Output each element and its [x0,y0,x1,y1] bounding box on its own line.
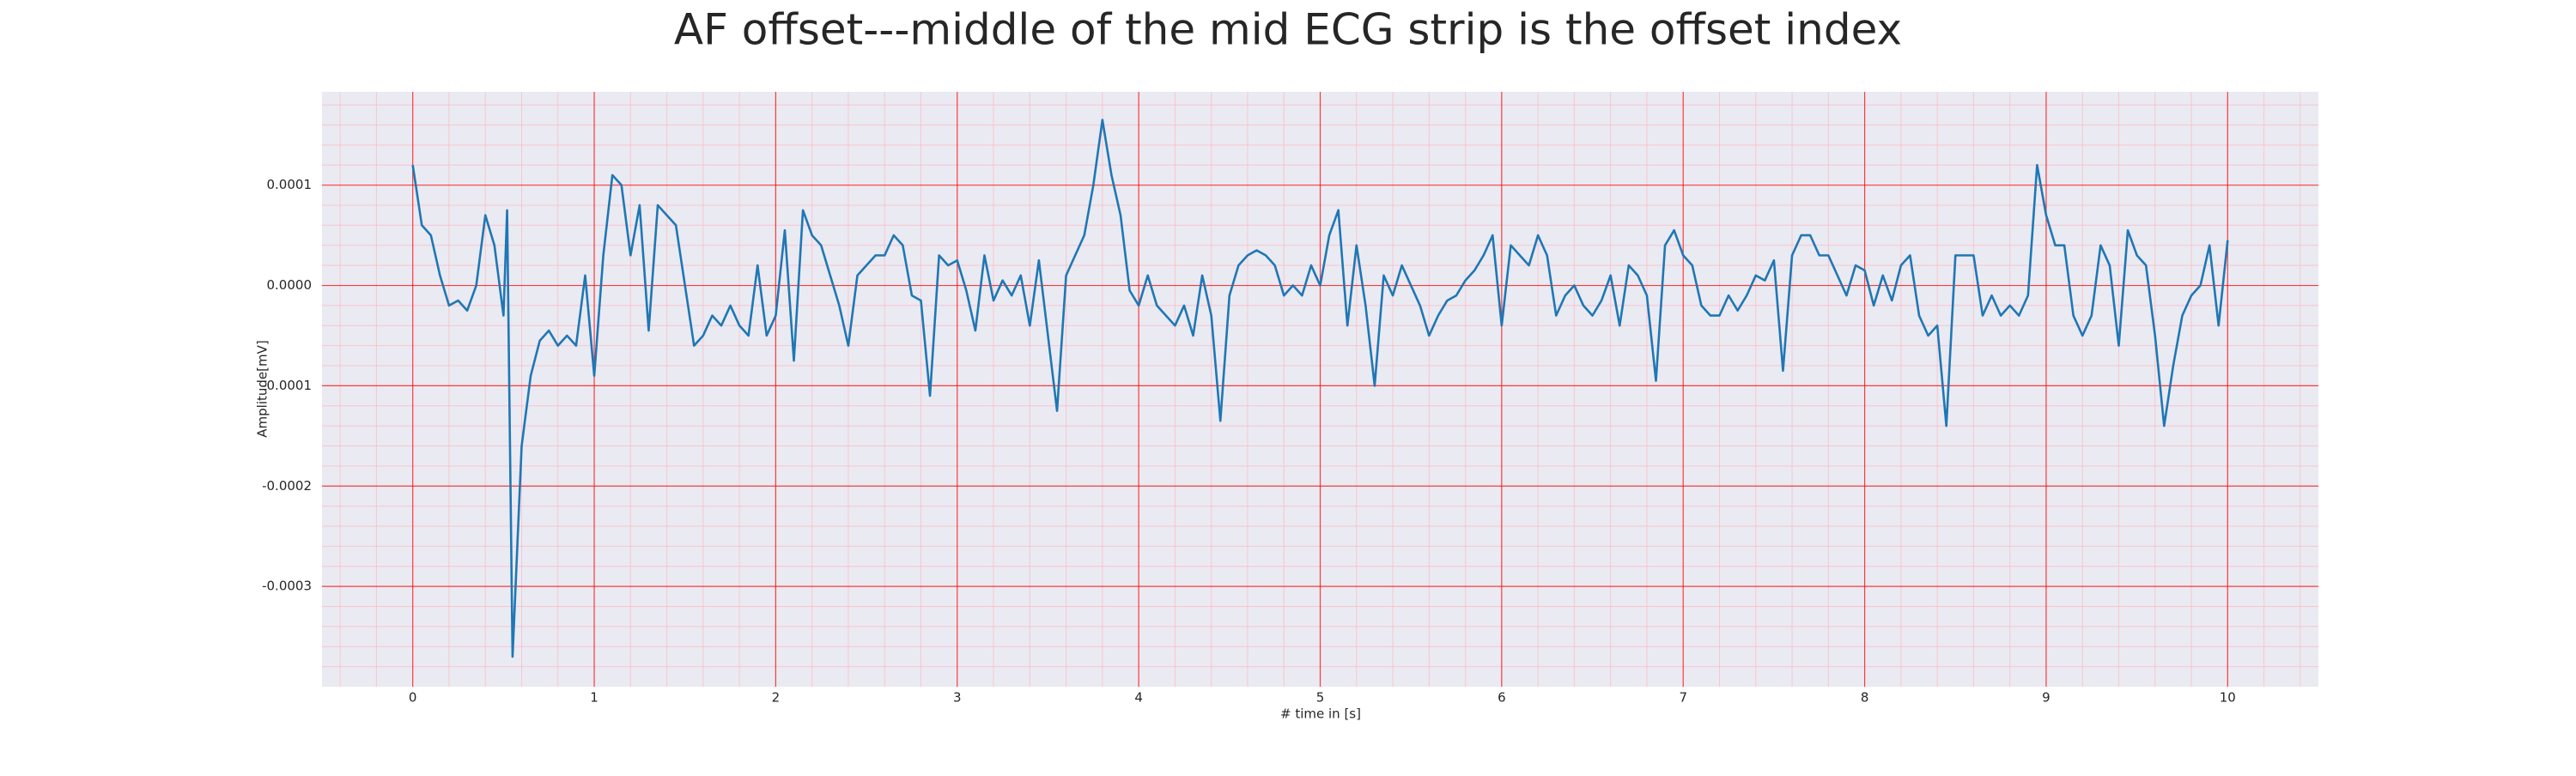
y-tick-label: -0.0003 [262,579,312,594]
x-tick-label: 2 [772,690,781,706]
x-axis-label: # time in [s] [1280,706,1361,722]
x-tick-label: 6 [1498,690,1506,706]
x-tick-label: 1 [590,690,598,706]
y-axis-label: Amplitude[mV] [255,340,270,437]
y-tick-label: 0.0001 [267,177,313,192]
y-tick-label: 0.0000 [267,277,313,293]
ecg-line [411,118,2229,658]
y-tick-label: -0.0001 [262,378,312,393]
x-tick-label: 4 [1134,690,1143,706]
x-tick-label: 3 [953,690,962,706]
x-tick-label: 7 [1679,690,1687,706]
x-tick-label: 9 [2042,690,2050,706]
y-tick-label: -0.0002 [262,478,312,494]
chart-title: AF offset---middle of the mid ECG strip … [674,5,1902,55]
x-tick-label: 5 [1316,690,1325,706]
x-tick-label: 10 [2220,690,2236,706]
x-tick-label: 0 [409,690,417,706]
x-tick-label: 8 [1861,690,1869,706]
